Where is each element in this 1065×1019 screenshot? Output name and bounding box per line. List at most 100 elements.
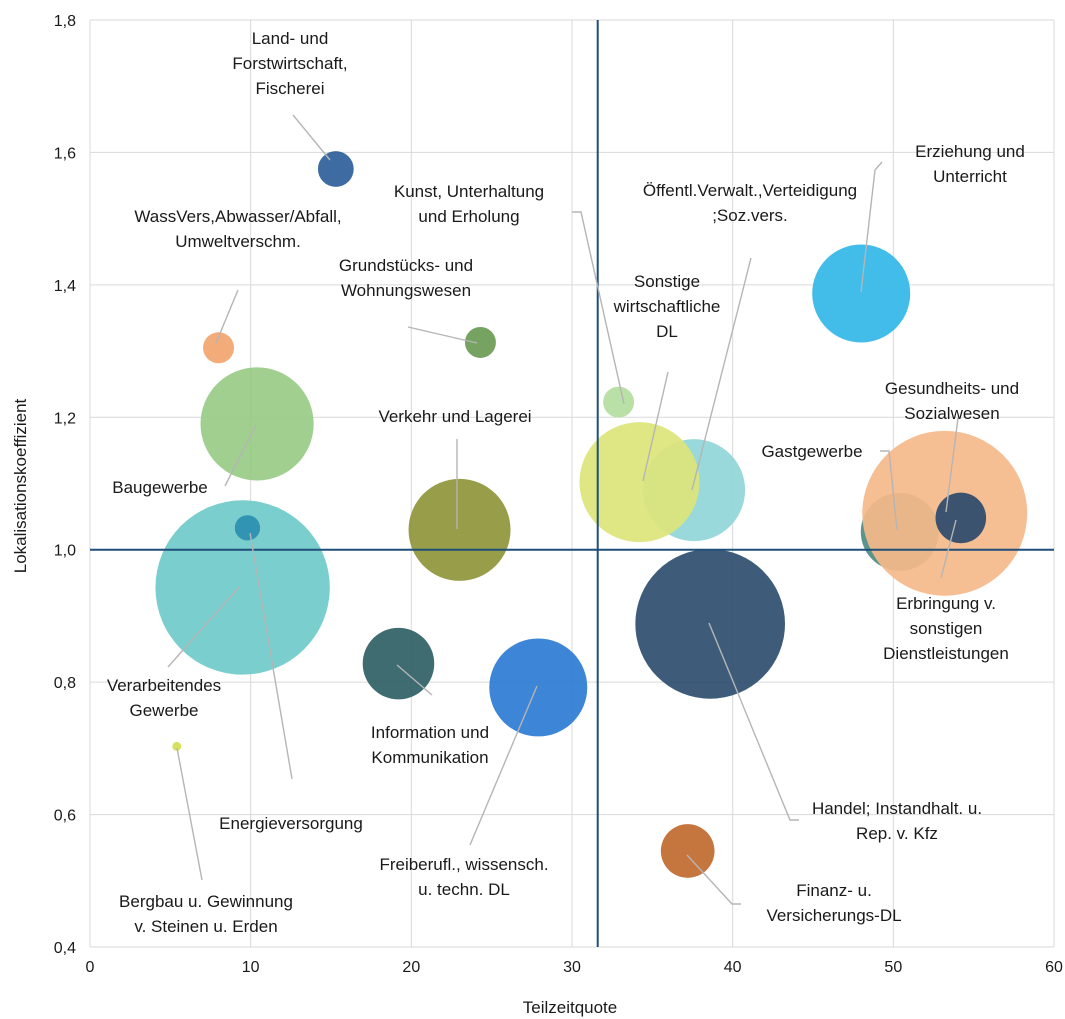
leader-line — [215, 289, 239, 344]
bubble-label-line: Freiberufl., wissensch. — [379, 855, 548, 874]
bubble-label-line: ;Soz.vers. — [712, 206, 788, 225]
bubble-label-line: Verkehr und Lagerei — [378, 407, 531, 426]
bubble-label-line: Bergbau u. Gewinnung — [119, 892, 293, 911]
bubble-label: Energieversorgung — [219, 814, 363, 833]
bubble-label-line: Information und — [371, 723, 489, 742]
leader-line — [469, 685, 538, 846]
bubble — [234, 515, 261, 541]
bubble-label-line: Verarbeitendes — [107, 676, 221, 695]
bubble-label-line: wirtschaftliche — [613, 297, 721, 316]
bubble-label-line: Gesundheits- und — [885, 379, 1019, 398]
bubble-label-line: sonstigen — [910, 619, 983, 638]
x-tick-label: 10 — [242, 959, 260, 976]
y-tick-label: 0,4 — [54, 940, 76, 957]
y-tick-label: 1,2 — [54, 410, 76, 427]
y-tick-label: 0,6 — [54, 808, 76, 825]
x-tick-label: 50 — [884, 959, 902, 976]
bubble-label-line: Grundstücks- und — [339, 256, 473, 275]
bubble-label: Gesundheits- und Sozialwesen — [885, 379, 1019, 423]
bubble-label-line: Gewerbe — [130, 701, 199, 720]
bubble-label: Öffentl.Verwalt.,Verteidigung ;Soz.vers. — [643, 181, 857, 225]
bubble — [603, 386, 635, 418]
bubble — [172, 741, 182, 751]
bubble-label-line: Rep. v. Kfz — [856, 824, 938, 843]
tick-labels: 0 10 20 30 40 50 60 0,4 0,6 0,8 1,0 1,2 1,4 1,6 1,8 — [54, 13, 1063, 976]
leader-line — [860, 161, 883, 293]
bubble-label: Verkehr und Lagerei — [378, 407, 531, 426]
leader-line — [249, 532, 293, 780]
bubble — [464, 326, 496, 358]
bubble — [489, 638, 588, 737]
leader-line — [407, 326, 478, 344]
bubble — [317, 151, 354, 187]
bubble-label-line: Umweltverschm. — [175, 232, 301, 251]
bubble-label: Erziehung und Unterricht — [915, 142, 1025, 186]
bubble-label: Handel; Instandhalt. u. Rep. v. Kfz — [812, 799, 982, 843]
bubble-label-line: Öffentl.Verwalt.,Verteidigung — [643, 181, 857, 200]
bubbles — [155, 151, 1028, 878]
bubble-label: Grundstücks- und Wohnungswesen — [339, 256, 473, 300]
leader-line — [292, 114, 331, 161]
bubble-label-line: Finanz- u. — [796, 881, 872, 900]
bubble-label-line: Versicherungs-DL — [766, 906, 901, 925]
bubble-label-line: Dienstleistungen — [883, 644, 1009, 663]
bubble-label-line: Sozialwesen — [904, 404, 999, 423]
bubble-label: Bergbau u. Gewinnung v. Steinen u. Erden — [119, 892, 293, 936]
x-tick-label: 0 — [86, 959, 95, 976]
leader-line — [691, 257, 752, 491]
bubble-label-line: WassVers,Abwasser/Abfall, — [134, 207, 341, 226]
bubble — [635, 549, 786, 699]
bubble-label: Sonstige wirtschaftliche DL — [613, 272, 721, 341]
bubble-label: Freiberufl., wissensch. u. techn. DL — [379, 855, 548, 899]
x-tick-label: 20 — [402, 959, 420, 976]
bubble-label: Gastgewerbe — [761, 442, 862, 461]
leader-line — [642, 371, 669, 482]
bubble-label-line: und Erholung — [418, 207, 519, 226]
leader-line — [708, 622, 799, 821]
bubble-label-line: u. techn. DL — [418, 880, 510, 899]
leader-line — [396, 664, 433, 696]
bubble — [200, 367, 314, 481]
bubble-label-line: Unterricht — [933, 167, 1007, 186]
reference-lines — [90, 20, 1054, 947]
x-tick-label: 40 — [724, 959, 742, 976]
bubble-label-line: Erziehung und — [915, 142, 1025, 161]
y-tick-label: 1,0 — [54, 543, 76, 560]
bubble-label: Land- und Forstwirtschaft, Fischerei — [232, 29, 347, 98]
bubble-label: Verarbeitendes Gewerbe — [107, 676, 221, 720]
bubble-label: Kunst, Unterhaltung und Erholung — [394, 182, 544, 226]
leader-line — [945, 417, 959, 513]
bubble-label: Finanz- u. Versicherungs-DL — [766, 881, 901, 925]
bubble-label-line: Fischerei — [256, 79, 325, 98]
bubble — [660, 824, 715, 878]
leader-line — [176, 747, 203, 881]
bubble-label-line: Energieversorgung — [219, 814, 363, 833]
bubble-label: WassVers,Abwasser/Abfall, Umweltverschm. — [134, 207, 341, 251]
bubble-label-line: Sonstige — [634, 272, 700, 291]
leader-line — [940, 519, 957, 579]
leader-line — [686, 854, 741, 905]
bubble-label: Baugewerbe — [112, 478, 207, 497]
leader-line — [572, 211, 625, 405]
x-tick-label: 60 — [1045, 959, 1063, 976]
bubble-label-line: Gastgewerbe — [761, 442, 862, 461]
y-tick-label: 1,8 — [54, 13, 76, 30]
bubble-label-line: Land- und — [252, 29, 329, 48]
bubble-label-line: Kunst, Unterhaltung — [394, 182, 544, 201]
bubble-label-line: Erbringung v. — [896, 594, 996, 613]
x-axis-title: Teilzeitquote — [523, 998, 618, 1017]
bubble — [203, 332, 235, 364]
bubble-label-line: v. Steinen u. Erden — [134, 917, 277, 936]
y-tick-label: 1,4 — [54, 278, 76, 295]
bubble — [812, 244, 911, 343]
x-tick-label: 30 — [563, 959, 581, 976]
bubble-label: Information und Kommunikation — [371, 723, 489, 767]
y-tick-label: 1,6 — [54, 145, 76, 162]
leader-lines — [167, 114, 959, 905]
y-tick-label: 0,8 — [54, 675, 76, 692]
bubble-label-line: DL — [656, 322, 678, 341]
leader-line — [224, 424, 257, 487]
leader-line — [167, 585, 241, 668]
bubble — [408, 478, 511, 581]
